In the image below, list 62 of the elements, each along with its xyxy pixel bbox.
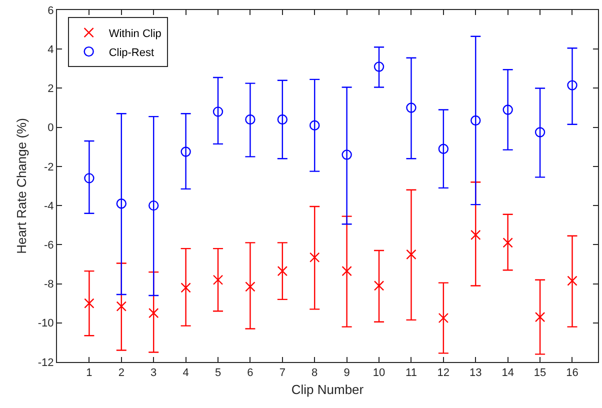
y-tick-label: -8 [44,278,54,291]
point [180,282,191,293]
y-tick-label: -10 [38,318,54,330]
point [502,104,513,115]
y-tick-label: -12 [38,356,54,369]
point [245,114,256,125]
point [374,280,384,291]
x-tick-label: 3 [150,367,157,380]
x-tick-label: 13 [470,367,482,380]
point [438,144,449,154]
point [212,274,224,285]
y-tick-label: 4 [48,44,54,56]
y-tick-label: -6 [44,240,54,252]
point [277,114,288,125]
y-tick-label: -2 [44,161,54,174]
x-tick-label: 7 [279,367,286,380]
x-tick-label: 12 [437,367,450,380]
x-axis-title: Clip Number [291,382,364,397]
point [470,230,481,240]
point [374,62,384,72]
point [470,115,481,126]
point [534,127,546,138]
point [310,120,320,130]
point [180,146,191,157]
point [84,173,94,184]
point [116,301,126,312]
point [438,312,449,324]
point [84,298,94,308]
y-axis-title: Heart Rate Change (%) [14,118,29,254]
point [212,106,224,117]
legend-label: Clip-Rest [108,46,154,59]
y-tick-label: 6 [48,4,54,17]
point [342,150,352,160]
point [534,312,546,322]
y-tick-label: -4 [44,200,54,212]
x-tick-label: 10 [372,367,386,380]
point [342,266,352,276]
point [245,282,256,292]
point [406,102,416,113]
x-tick-label: 5 [214,367,222,380]
x-tick-label: 14 [502,367,514,380]
x-tick-label: 11 [406,367,417,380]
x-tick-label: 15 [534,367,546,380]
x-tick-label: 1 [86,367,92,380]
point [567,80,578,90]
x-tick-label: 8 [312,367,318,380]
legend-label: Within Clip [108,28,162,40]
y-tick-label: 2 [48,83,54,96]
x-tick-label: 4 [182,367,189,380]
point [310,252,320,262]
x-tick-label: 6 [247,367,254,380]
point [277,266,288,276]
point [567,276,578,286]
point [406,249,416,260]
point [148,200,159,211]
point [502,238,513,248]
point [148,308,159,318]
x-tick-label: 9 [344,367,350,380]
x-tick-label: 16 [566,367,578,380]
x-tick-label: 2 [118,367,124,380]
y-tick-label: 0 [48,122,54,134]
point [116,198,126,209]
